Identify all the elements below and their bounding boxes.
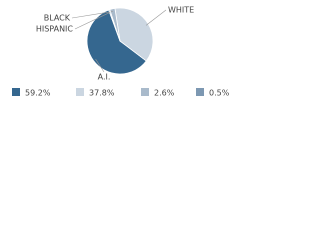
slice-label: A.I. <box>98 73 111 82</box>
legend-swatch <box>76 88 84 96</box>
legend-label: 37.8% <box>89 89 115 98</box>
leader-line <box>74 12 111 30</box>
pie-slice <box>114 7 154 62</box>
leader-line <box>95 58 105 73</box>
leader-line <box>71 11 113 19</box>
leader-line <box>145 9 167 26</box>
legend-label: 2.6% <box>154 89 175 98</box>
legend-swatch <box>196 88 204 96</box>
legend-swatch <box>12 88 20 96</box>
slice-label: BLACK <box>44 14 71 23</box>
slice-label: HISPANIC <box>36 25 74 34</box>
legend-swatch <box>141 88 149 96</box>
legend-label: 59.2% <box>25 89 51 98</box>
pie-slice <box>86 9 147 75</box>
legend-label: 0.5% <box>209 89 230 98</box>
chart: A.I. WHITE BLACK HISPANIC 59.2% 37.8% 2.6% 0.5% <box>12 6 230 98</box>
pie-slice <box>108 9 121 42</box>
slice-label: WHITE <box>168 6 194 15</box>
